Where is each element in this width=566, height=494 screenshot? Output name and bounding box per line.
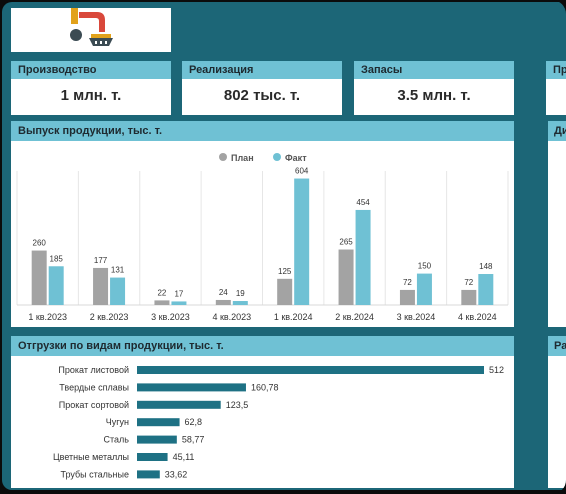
shipments-panel: Отгрузки по видам продукции, тыс. т. Про… [11,336,514,488]
kpi-label: Реализация [182,61,342,79]
right-panel-top [548,141,566,327]
x-tick-label: 2 кв.2023 [90,312,129,322]
hbar [137,400,221,409]
kpi-stocks[interactable]: Запасы 3.5 млн. т. [354,61,514,115]
category-label: Твердые сплавы [59,382,129,392]
kpi-partial[interactable]: Пр [546,61,566,115]
category-label: Чугун [106,417,129,427]
right-panel-title: Ди [548,121,566,141]
bar-value-label: 72 [464,278,473,287]
legend-marker [219,153,227,161]
hbar [137,453,168,461]
category-label: Цветные металлы [53,452,129,462]
hbar-value-label: 45,11 [173,452,195,462]
bar-plan [399,289,415,305]
bar-value-label: 131 [111,266,125,275]
shipments-chart: Прокат листовой 512 Твердые сплавы 160,78 Пр… [53,365,504,479]
bar-fact [294,178,310,305]
bar-fact [171,301,187,305]
hbar-value-label: 123,5 [226,400,249,410]
bar-value-label: 19 [236,289,245,298]
x-tick-label: 1 кв.2024 [274,312,313,322]
kpi-sales[interactable]: Реализация 802 тыс. т. [182,61,342,115]
bar-plan [277,278,293,305]
bar-value-label: 17 [174,289,183,298]
panel-title: Выпуск продукции, тыс. т. [11,121,514,141]
bar-value-label: 22 [157,288,166,297]
bar-value-label: 185 [50,254,64,263]
x-tick-label: 4 кв.2023 [212,312,251,322]
kpi-label: Производство [11,61,171,79]
bar-plan [461,289,477,305]
production-panel: Выпуск продукции, тыс. т. План Факт 260 185… [11,121,514,327]
panel-title: Отгрузки по видам продукции, тыс. т. [11,336,514,356]
hbar [137,418,180,427]
kpi-value: 1 млн. т. [60,87,122,104]
bar-fact [48,266,64,305]
hbar-value-label: 33,62 [165,469,188,479]
hbar [137,435,177,444]
right-panel-bottom-title: Ра [548,336,566,356]
category-label: Сталь [104,435,130,445]
x-tick-label: 2 кв.2024 [335,312,374,322]
category-label: Прокат сортовой [59,400,129,410]
x-tick-label: 1 кв.2023 [28,312,67,322]
bar-plan [154,300,170,305]
bar-value-label: 24 [219,288,228,297]
hbar-value-label: 512 [489,365,504,375]
category-label: Прокат листовой [58,365,129,375]
bar-value-label: 265 [339,238,353,247]
bar-value-label: 150 [418,262,432,271]
hbar-value-label: 58,77 [182,435,205,445]
kpi-value: 802 тыс. т. [223,87,301,104]
legend-label: Факт [285,153,307,163]
legend-marker [273,153,281,161]
hbar [137,366,484,374]
kpi-value: 3.5 млн. т. [397,87,471,104]
bar-value-label: 454 [356,198,370,207]
bar-fact [110,277,126,305]
bar-value-label: 260 [33,239,47,248]
bar-value-label: 177 [94,256,108,265]
hbar-value-label: 62,8 [185,417,203,427]
right-panel-bottom [548,356,566,488]
bar-value-label: 125 [278,267,292,276]
x-tick-label: 3 кв.2024 [397,312,436,322]
logo [11,8,171,52]
x-tick-label: 3 кв.2023 [151,312,190,322]
bar-fact [232,301,248,305]
category-label: Трубы стальные [60,469,129,479]
bar-value-label: 72 [403,278,412,287]
bar-plan [215,299,231,305]
kpi-production[interactable]: Производство 1 млн. т. [11,61,171,115]
bar-fact [416,273,432,305]
bar-plan [31,250,47,305]
hbar [137,470,160,479]
hbar [137,383,246,392]
x-tick-label: 4 кв.2024 [458,312,497,322]
factory-logo-icon [70,8,113,46]
legend-label: План [231,153,254,163]
kpi-label: Запасы [354,61,514,79]
bar-value-label: 148 [479,262,493,271]
bar-plan [338,249,354,305]
kpi-label: Пр [546,61,566,79]
hbar-value-label: 160,78 [251,382,279,392]
bar-value-label: 604 [295,167,309,176]
bar-fact [478,274,494,305]
bar-plan [93,267,109,305]
bar-fact [355,209,371,305]
